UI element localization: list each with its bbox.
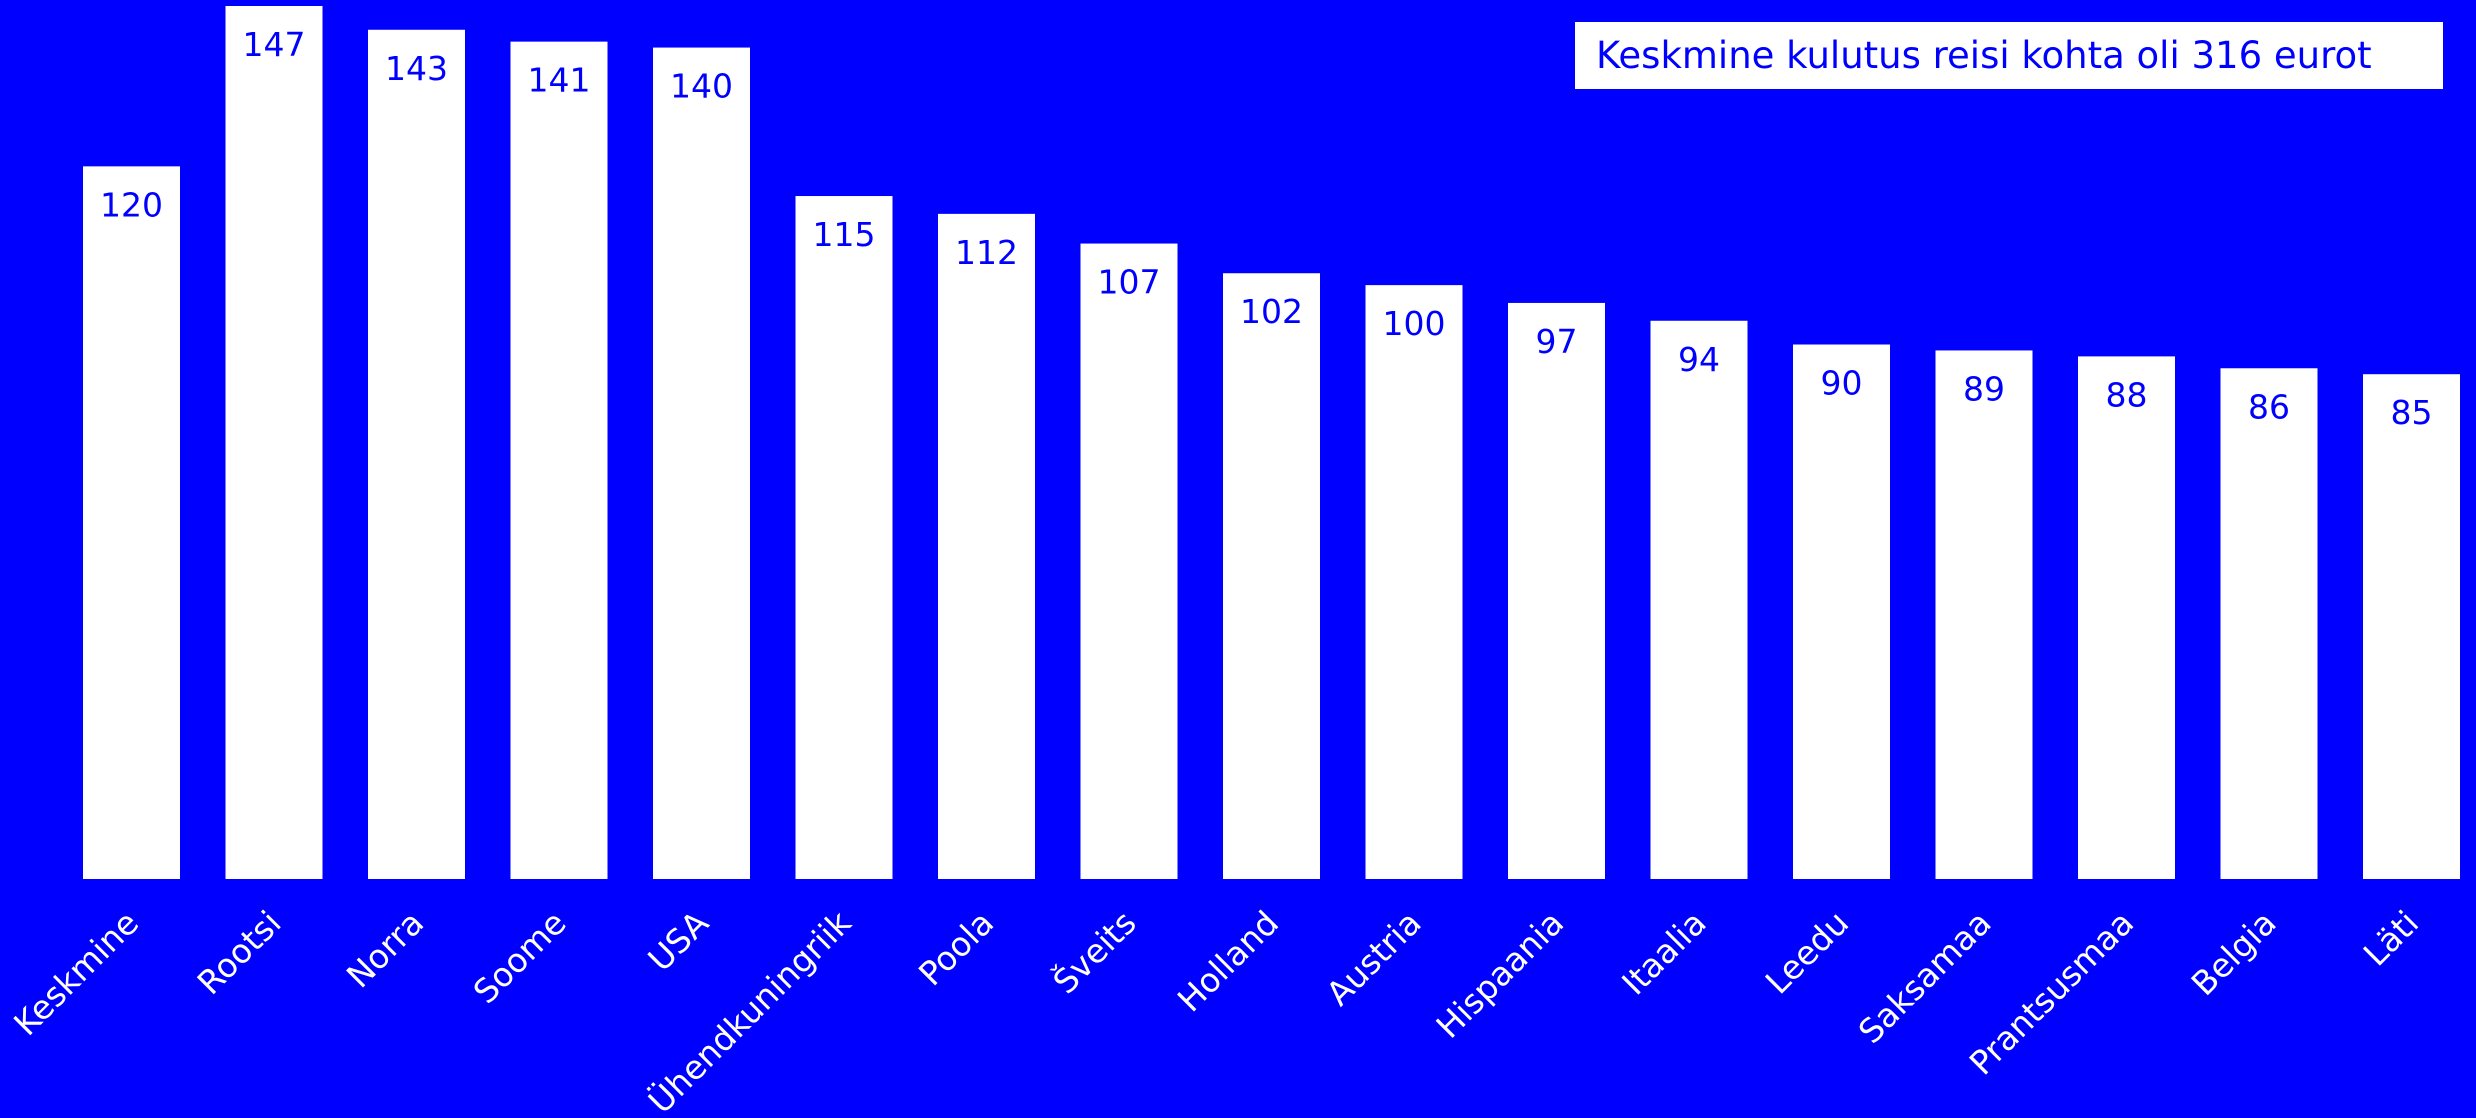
bar-2	[368, 29, 465, 879]
bar-1	[225, 6, 323, 879]
category-label-1: Rootsi	[190, 903, 289, 1002]
bar-10	[1508, 302, 1605, 879]
data-label-1: 147	[243, 25, 306, 64]
category-label-6: Poola	[911, 903, 1001, 993]
category-label-7: Šveits	[1045, 902, 1144, 1001]
bar-9	[1365, 285, 1463, 879]
bar-5	[795, 196, 893, 879]
data-label-3: 141	[528, 61, 591, 100]
category-label-15: Belgia	[2184, 903, 2284, 1003]
bar-12	[1793, 344, 1890, 879]
bar-15	[2220, 368, 2318, 879]
data-labels-group: 120 147 143 141 140 115 112 107 102 100 97 94 90 89 88…	[100, 25, 2433, 432]
bar-14	[2078, 356, 2175, 879]
bar-7	[1080, 243, 1178, 879]
category-label-11: Itaalia	[1614, 903, 1713, 1002]
category-labels-group: Keskmine Rootsi Norra Soome USAÜhendkuningri…	[6, 902, 2426, 1118]
data-label-7: 107	[1098, 263, 1161, 302]
category-label-13: Saksamaa	[1851, 903, 1999, 1051]
category-label-12: Leedu	[1758, 903, 1856, 1001]
data-label-6: 112	[955, 233, 1018, 272]
data-label-8: 102	[1240, 292, 1303, 331]
data-label-0: 120	[100, 185, 163, 224]
data-label-2: 143	[385, 49, 448, 88]
data-label-16: 85	[2391, 393, 2433, 432]
data-label-15: 86	[2248, 387, 2290, 426]
bar-16	[2363, 374, 2460, 879]
bars-group	[83, 6, 2460, 880]
bar-6	[938, 213, 1035, 879]
category-label-4: USA	[640, 903, 716, 979]
data-label-11: 94	[1678, 340, 1720, 379]
data-label-5: 115	[813, 215, 876, 254]
data-label-10: 97	[1536, 322, 1578, 361]
category-label-10: Hispaania	[1428, 903, 1571, 1046]
data-label-14: 88	[2106, 375, 2148, 414]
annotation-box: Keskmine kulutus reisi kohta oli 316 eur…	[1575, 22, 2443, 89]
bar-11	[1650, 320, 1748, 879]
annotation-text: Keskmine kulutus reisi kohta oli 316 eur…	[1596, 34, 2372, 77]
data-label-12: 90	[1821, 364, 1863, 403]
bar-8	[1223, 273, 1320, 880]
bar-0	[83, 166, 180, 880]
category-label-8: Holland	[1170, 903, 1286, 1019]
category-label-16: Läti	[2356, 903, 2427, 974]
data-label-4: 140	[670, 67, 733, 106]
category-label-2: Norra	[339, 903, 431, 995]
data-label-13: 89	[1963, 369, 2005, 408]
bar-13	[1935, 350, 2033, 879]
category-label-3: Soome	[466, 903, 574, 1011]
bar-4	[653, 47, 750, 880]
category-label-0: Keskmine	[6, 903, 146, 1043]
category-label-9: Austria	[1319, 903, 1429, 1013]
data-label-9: 100	[1383, 304, 1446, 343]
bar-3	[510, 41, 608, 880]
